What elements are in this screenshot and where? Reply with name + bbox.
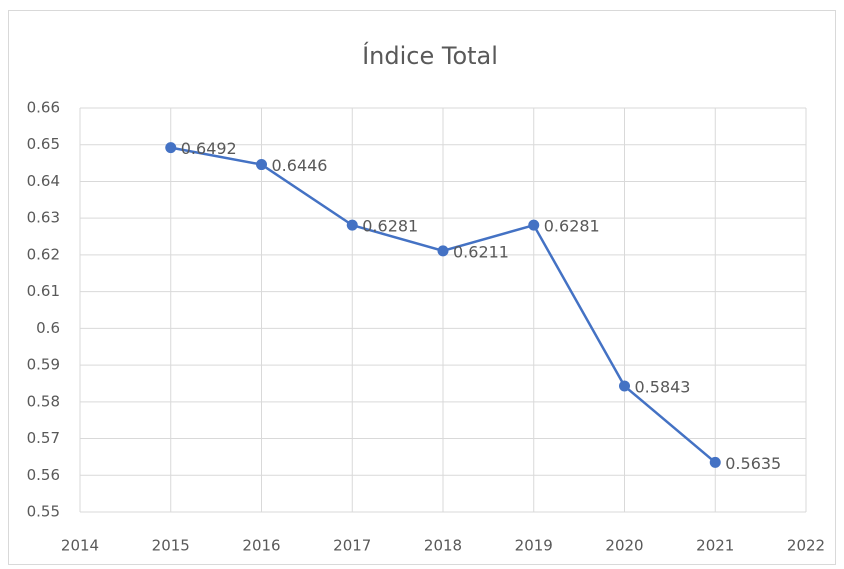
y-tick-label: 0.59 xyxy=(27,356,60,374)
y-tick-label: 0.64 xyxy=(27,172,60,190)
y-tick-label: 0.58 xyxy=(27,392,60,410)
y-tick-label: 0.56 xyxy=(27,466,60,484)
y-tick-label: 0.63 xyxy=(27,209,60,227)
x-tick-label: 2022 xyxy=(787,537,825,555)
x-tick-label: 2016 xyxy=(242,537,280,555)
y-tick-label: 0.55 xyxy=(27,503,60,521)
data-point xyxy=(709,456,721,468)
x-tick-label: 2021 xyxy=(696,537,734,555)
y-tick-label: 0.62 xyxy=(27,245,60,263)
y-tick-label: 0.6 xyxy=(36,319,60,337)
data-point xyxy=(528,219,540,231)
x-tick-label: 2017 xyxy=(333,537,371,555)
data-point xyxy=(256,159,267,171)
data-point xyxy=(165,142,177,154)
x-tick-label: 2018 xyxy=(424,537,462,555)
y-tick-label: 0.66 xyxy=(27,99,60,117)
data-point xyxy=(619,380,630,392)
y-tick-label: 0.65 xyxy=(27,135,60,153)
x-tick-label: 2015 xyxy=(152,537,190,555)
x-tick-label: 2014 xyxy=(61,537,99,555)
data-point xyxy=(437,245,449,257)
y-tick-label: 0.57 xyxy=(27,429,60,447)
data-point xyxy=(346,219,358,231)
x-tick-label: 2019 xyxy=(515,537,553,555)
data-label: 0.6446 xyxy=(272,156,328,175)
data-label: 0.5635 xyxy=(725,454,781,473)
data-label: 0.6281 xyxy=(544,217,600,236)
chart-border xyxy=(8,10,836,565)
x-tick-label: 2020 xyxy=(605,537,643,555)
y-tick-label: 0.61 xyxy=(27,282,60,300)
data-label: 0.5843 xyxy=(635,378,691,397)
data-label: 0.6492 xyxy=(181,139,237,158)
data-label: 0.6281 xyxy=(362,217,418,236)
chart-title: Índice Total xyxy=(362,41,498,70)
data-label: 0.6211 xyxy=(453,242,509,261)
